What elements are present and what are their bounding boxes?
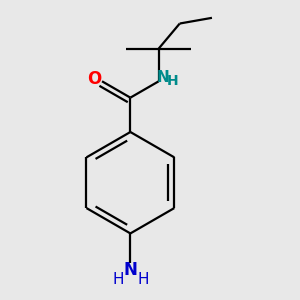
Text: H: H: [137, 272, 148, 287]
Text: N: N: [156, 70, 169, 85]
Text: H: H: [167, 74, 178, 88]
Text: N: N: [123, 261, 137, 279]
Text: O: O: [87, 70, 101, 88]
Text: H: H: [112, 272, 124, 287]
